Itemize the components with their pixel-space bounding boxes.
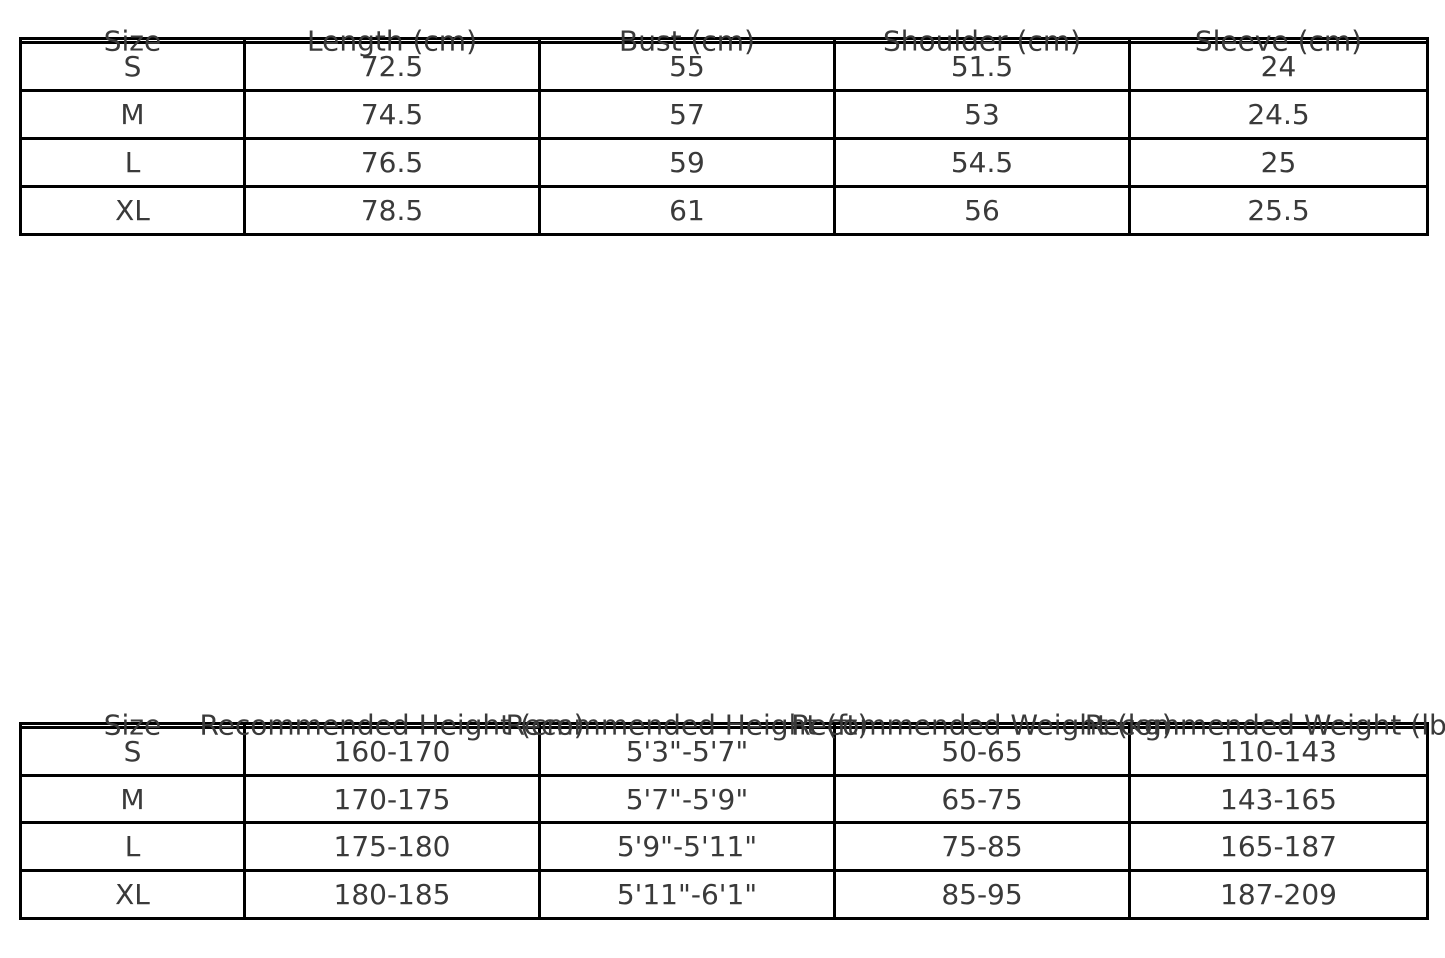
garment-measurements-table: Size Length (cm) Bust (cm) Shoulder (cm)… xyxy=(19,24,1429,236)
table-row: L 76.5 59 54.5 25 xyxy=(19,137,1429,188)
data-cell: 54.5 xyxy=(833,137,1131,188)
size-cell: XL xyxy=(19,185,246,236)
table-row: S 72.5 55 51.5 24 xyxy=(19,41,1429,92)
data-cell: 170-175 xyxy=(243,773,541,825)
table-row: M 74.5 57 53 24.5 xyxy=(19,89,1429,140)
table-row: XL 78.5 61 56 25.5 xyxy=(19,185,1429,236)
data-cell: 24.5 xyxy=(1128,89,1429,140)
table-row: S 160-170 5'3"-5'7" 50-65 110-143 xyxy=(19,725,1429,777)
data-cell: 56 xyxy=(833,185,1131,236)
data-cell: 24 xyxy=(1128,41,1429,92)
size-cell: M xyxy=(19,89,246,140)
data-cell: 57 xyxy=(538,89,836,140)
data-cell: 59 xyxy=(538,137,836,188)
data-cell: 25 xyxy=(1128,137,1429,188)
size-recommendations-table: Size Recommended Height (cm) Recommended… xyxy=(19,709,1445,920)
data-cell: 65-75 xyxy=(833,773,1131,825)
data-cell: 160-170 xyxy=(243,725,541,777)
data-cell: 180-185 xyxy=(243,869,541,920)
size-cell: L xyxy=(19,821,246,873)
data-cell: 50-65 xyxy=(833,725,1131,777)
data-cell: 187-209 xyxy=(1128,869,1429,920)
data-cell: 5'9"-5'11" xyxy=(538,821,836,873)
size-cell: M xyxy=(19,773,246,825)
data-cell: 25.5 xyxy=(1128,185,1429,236)
data-cell: 76.5 xyxy=(243,137,541,188)
data-cell: 53 xyxy=(833,89,1131,140)
data-cell: 72.5 xyxy=(243,41,541,92)
size-cell: S xyxy=(19,41,246,92)
data-cell: 51.5 xyxy=(833,41,1131,92)
size-cell: S xyxy=(19,725,246,777)
size-cell: L xyxy=(19,137,246,188)
table-row: L 175-180 5'9"-5'11" 75-85 165-187 xyxy=(19,821,1429,873)
data-cell: 78.5 xyxy=(243,185,541,236)
data-cell: 85-95 xyxy=(833,869,1131,920)
data-cell: 5'3"-5'7" xyxy=(538,725,836,777)
table-row: XL 180-185 5'11"-6'1" 85-95 187-209 xyxy=(19,869,1429,920)
data-cell: 110-143 xyxy=(1128,725,1429,777)
data-cell: 5'7"-5'9" xyxy=(538,773,836,825)
data-cell: 75-85 xyxy=(833,821,1131,873)
data-cell: 55 xyxy=(538,41,836,92)
table-row: M 170-175 5'7"-5'9" 65-75 143-165 xyxy=(19,773,1429,825)
size-cell: XL xyxy=(19,869,246,920)
data-cell: 143-165 xyxy=(1128,773,1429,825)
data-cell: 175-180 xyxy=(243,821,541,873)
data-cell: 61 xyxy=(538,185,836,236)
data-cell: 5'11"-6'1" xyxy=(538,869,836,920)
data-cell: 74.5 xyxy=(243,89,541,140)
data-cell: 165-187 xyxy=(1128,821,1429,873)
